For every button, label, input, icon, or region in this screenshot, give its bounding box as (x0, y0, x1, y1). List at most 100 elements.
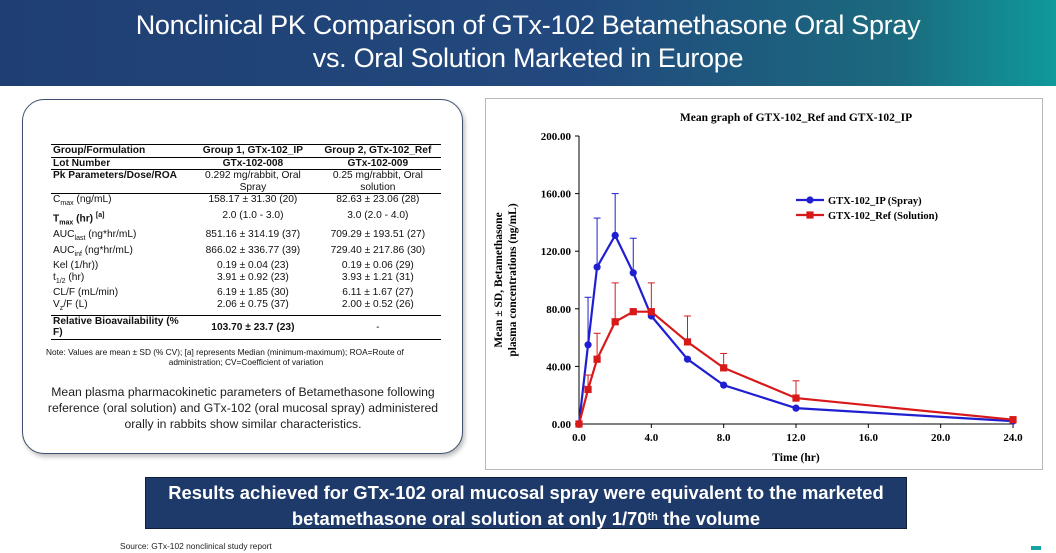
table-row: Cmax (ng/mL) 158.17 ± 31.30 (20) 82.63 ± 2… (51, 194, 441, 210)
data-point (720, 381, 728, 389)
param-group-1: 0.19 ± 0.04 (23) (216, 260, 289, 272)
header-group-1: Group 1, GTx-102_IP (191, 144, 315, 158)
param-label: AUCinf (ng*hr/mL) (53, 244, 133, 258)
param-label: Kel (1/hr)) (53, 260, 99, 272)
param-label: Tmax (hr) [a] (53, 212, 105, 227)
param-group-1: 866.02 ± 336.77 (39) (205, 244, 301, 256)
dose-label: Pk Parameters/Dose/ROA (53, 170, 178, 182)
relative-group-1: 103.70 ± 23.7 (23) (191, 315, 315, 340)
param-group-1: 851.16 ± 314.19 (37) (205, 229, 301, 241)
results-text: Results achieved for GTx-102 oral mucosa… (168, 482, 884, 529)
x-tick-label: 24.0 (1003, 432, 1023, 444)
param-group-1: 158.17 ± 31.30 (20) (208, 194, 298, 206)
y-tick-label: 0.00 (552, 419, 572, 431)
param-group-2: 729.40 ± 217.86 (30) (330, 244, 426, 256)
table-row: AUCinf (ng*hr/mL) 866.02 ± 336.77 (39) 729… (51, 245, 441, 261)
title-line-1: Nonclinical PK Comparison of GTx-102 Bet… (135, 10, 921, 40)
param-group-1: 6.19 ± 1.85 (30) (216, 287, 289, 299)
header-group-2: Group 2, GTx-102_Ref (314, 144, 441, 158)
series-line (577, 310, 1014, 425)
results-superscript: th (647, 511, 658, 523)
table-row-lot-number: Lot Number GTx-102-008 GTx-102-009 (51, 157, 441, 171)
y-tick-label: 160.00 (541, 189, 572, 201)
results-text-end: the volume (657, 508, 761, 529)
param-group-2: 82.63 ± 23.06 (28) (336, 194, 420, 206)
lot-group-1: GTx-102-008 (191, 157, 315, 171)
page-title: Nonclinical PK Comparison of GTx-102 Bet… (0, 9, 1056, 75)
pk-table-panel: Group/Formulation Group 1, GTx-102_IP Gr… (22, 99, 463, 454)
data-point (792, 394, 800, 402)
y-axis-label-line-2: plasma concentrations (ng/mL) (507, 203, 519, 357)
x-axis-label: Time (hr) (772, 452, 820, 464)
table-row: Vz/F (L) 2.06 ± 0.75 (37) 2.00 ± 0.52 (26) (51, 299, 441, 315)
legend-marker (806, 211, 814, 219)
series-line (577, 232, 1014, 425)
param-label: t1/2 (hr) (53, 271, 85, 285)
table-row-dose: Pk Parameters/Dose/ROA 0.292 mg/rabbit, … (51, 170, 441, 194)
param-label: Cmax (ng/mL) (53, 194, 112, 208)
table-row: AUClast (ng*hr/mL) 851.16 ± 314.19 (37) 70… (51, 229, 441, 245)
x-tick-label: 0.0 (572, 432, 586, 444)
param-label: CL/F (mL/min) (53, 287, 119, 299)
y-tick-label: 80.00 (546, 304, 571, 316)
data-point (720, 364, 728, 372)
param-group-2: 709.29 ± 193.51 (27) (330, 229, 426, 241)
legend-label: GTX-102_Ref (Solution) (828, 211, 938, 222)
data-point (611, 231, 619, 239)
data-point (584, 385, 592, 394)
data-point (584, 341, 592, 349)
x-tick-label: 8.0 (717, 432, 731, 444)
param-group-2: 2.00 ± 0.52 (26) (341, 299, 414, 311)
table-row: CL/F (mL/min) 6.19 ± 1.85 (30) 6.11 ± 1.67… (51, 287, 441, 299)
data-point (792, 404, 800, 412)
param-group-2: 3.93 ± 1.21 (31) (341, 271, 414, 283)
x-tick-label: 16.0 (859, 432, 879, 444)
data-point (593, 263, 601, 271)
note-line-2: administration; CV=Coefficient of variat… (168, 357, 324, 367)
source-note: Source: GTx-102 nonclinical study report (120, 541, 272, 551)
dose-group-1: 0.292 mg/rabbit, Oral Spray (205, 170, 301, 193)
param-group-2: 3.0 (2.0 - 4.0) (347, 210, 409, 221)
data-point (629, 269, 637, 277)
data-point (629, 308, 637, 316)
pk-parameters-table: Group/Formulation Group 1, GTx-102_IP Gr… (51, 144, 441, 340)
param-group-1: 2.0 (1.0 - 3.0) (222, 210, 284, 221)
y-tick-label: 120.00 (541, 246, 572, 258)
param-group-2: 6.11 ± 1.67 (27) (342, 287, 414, 299)
data-point (683, 355, 692, 363)
legend-label: GTX-102_IP (Spray) (828, 196, 922, 207)
table-description: Mean plasma pharmacokinetic parameters o… (47, 385, 439, 431)
chart-title: Mean graph of GTX-102_Ref and GTX-102_IP (680, 112, 912, 124)
x-tick-label: 12.0 (786, 432, 806, 444)
data-point (1009, 416, 1017, 424)
param-group-1: 3.91 ± 0.92 (23) (216, 271, 289, 283)
header-group-formulation: Group/Formulation (51, 144, 192, 158)
note-line-1: Note: Values are mean ± SD (% CV); [a] r… (46, 347, 404, 357)
dose-group-2: 0.25 mg/rabbit, Oral solution (332, 170, 423, 193)
lot-group-2: GTx-102-009 (314, 157, 441, 171)
data-point (683, 338, 692, 346)
table-row-relative-bioavailability: Relative Bioavailability (% F) 103.70 ± … (51, 315, 441, 340)
param-group-2: 0.19 ± 0.06 (29) (341, 260, 414, 272)
data-point (611, 318, 619, 326)
y-tick-label: 40.00 (546, 361, 571, 373)
relative-group-2: - (314, 315, 441, 340)
title-banner: Nonclinical PK Comparison of GTx-102 Bet… (0, 0, 1056, 86)
table-note: Note: Values are mean ± SD (% CV); [a] r… (46, 347, 446, 367)
param-label: AUClast (ng*hr/mL) (53, 229, 137, 243)
y-axis-label: Mean ± SD, Betamethasone (493, 212, 505, 347)
x-tick-label: 20.0 (931, 432, 951, 444)
mean-concentration-chart: Mean graph of GTX-102_Ref and GTX-102_IP… (493, 112, 1023, 464)
table-row: Kel (1/hr)) 0.19 ± 0.04 (23) 0.19 ± 0.06 (… (51, 260, 441, 272)
table-row: Tmax (hr) [a] 2.0 (1.0 - 3.0) 3.0 (2.0 - 4… (51, 210, 441, 229)
corner-accent (1031, 546, 1041, 550)
table-row: t1/2 (hr) 3.91 ± 0.92 (23) 3.93 ± 1.21 (31… (51, 272, 441, 288)
legend-marker (806, 196, 814, 204)
relative-label: Relative Bioavailability (% F) (51, 315, 192, 340)
data-point (575, 420, 583, 428)
param-label: Vz/F (L) (53, 299, 88, 313)
results-banner: Results achieved for GTx-102 oral mucosa… (145, 477, 907, 529)
pk-chart-panel: Mean graph of GTX-102_Ref and GTX-102_IP… (485, 98, 1043, 470)
y-tick-label: 200.00 (541, 131, 572, 143)
data-point (593, 355, 601, 363)
